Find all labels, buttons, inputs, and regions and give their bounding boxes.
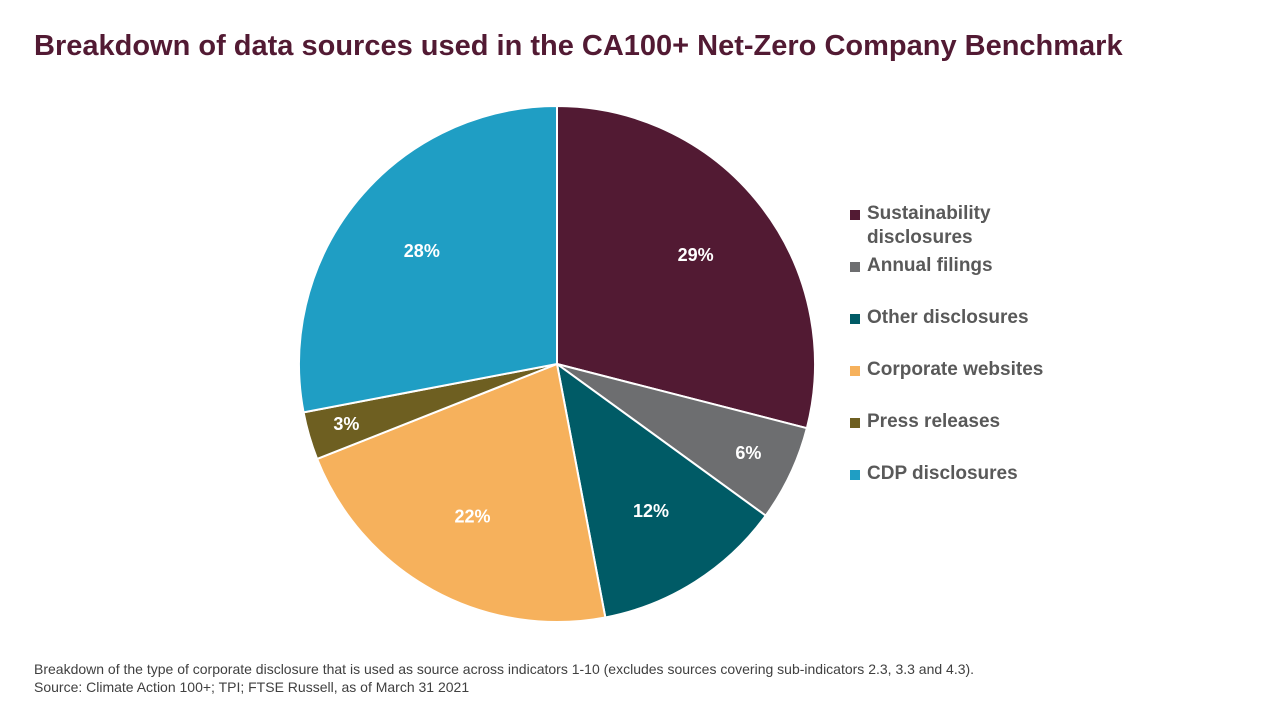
legend-swatch — [850, 366, 860, 376]
chart-title: Breakdown of data sources used in the CA… — [34, 30, 1123, 62]
legend-item: Corporate websites — [850, 358, 1080, 410]
pie-slice — [555, 361, 768, 619]
slice-value-label: 6% — [735, 443, 761, 463]
legend-label: CDP disclosures — [867, 463, 1018, 484]
footnote: Breakdown of the type of corporate discl… — [34, 660, 974, 696]
slice-value-label: 12% — [633, 501, 669, 521]
legend-label: Other disclosures — [867, 307, 1029, 328]
legend-swatch — [850, 418, 860, 428]
legend: Sustainability disclosures Annual filing… — [850, 202, 1080, 514]
legend-label: Press releases — [867, 411, 1001, 432]
slice-value-label: 29% — [678, 245, 714, 265]
pie-labels: 29% 6% 12% 22% 3% 28% — [333, 241, 761, 527]
legend-item: Press releases — [850, 410, 1080, 462]
legend-item: CDP disclosures — [850, 462, 1080, 514]
legend-swatch — [850, 210, 860, 220]
pie-slice — [556, 104, 816, 430]
legend-item: Annual filings — [850, 254, 1080, 306]
legend-swatch — [850, 470, 860, 480]
pie-slices — [298, 104, 816, 623]
legend-item: Other disclosures — [850, 306, 1080, 358]
slice-value-label: 3% — [333, 414, 359, 434]
legend-label: Annual filings — [867, 255, 993, 276]
legend-label: Sustainability disclosures — [867, 203, 991, 248]
footnote-line: Breakdown of the type of corporate discl… — [34, 661, 975, 677]
pie-slice — [298, 104, 558, 414]
legend-swatch — [850, 262, 860, 272]
legend-label: Corporate websites — [867, 359, 1044, 380]
slice-value-label: 28% — [404, 241, 440, 261]
legend-item: Sustainability disclosures — [850, 202, 1080, 254]
source-line: Source: Climate Action 100+; TPI; FTSE R… — [34, 679, 470, 695]
slice-value-label: 22% — [454, 506, 490, 526]
legend-swatch — [850, 314, 860, 324]
pie-slice — [315, 362, 607, 623]
